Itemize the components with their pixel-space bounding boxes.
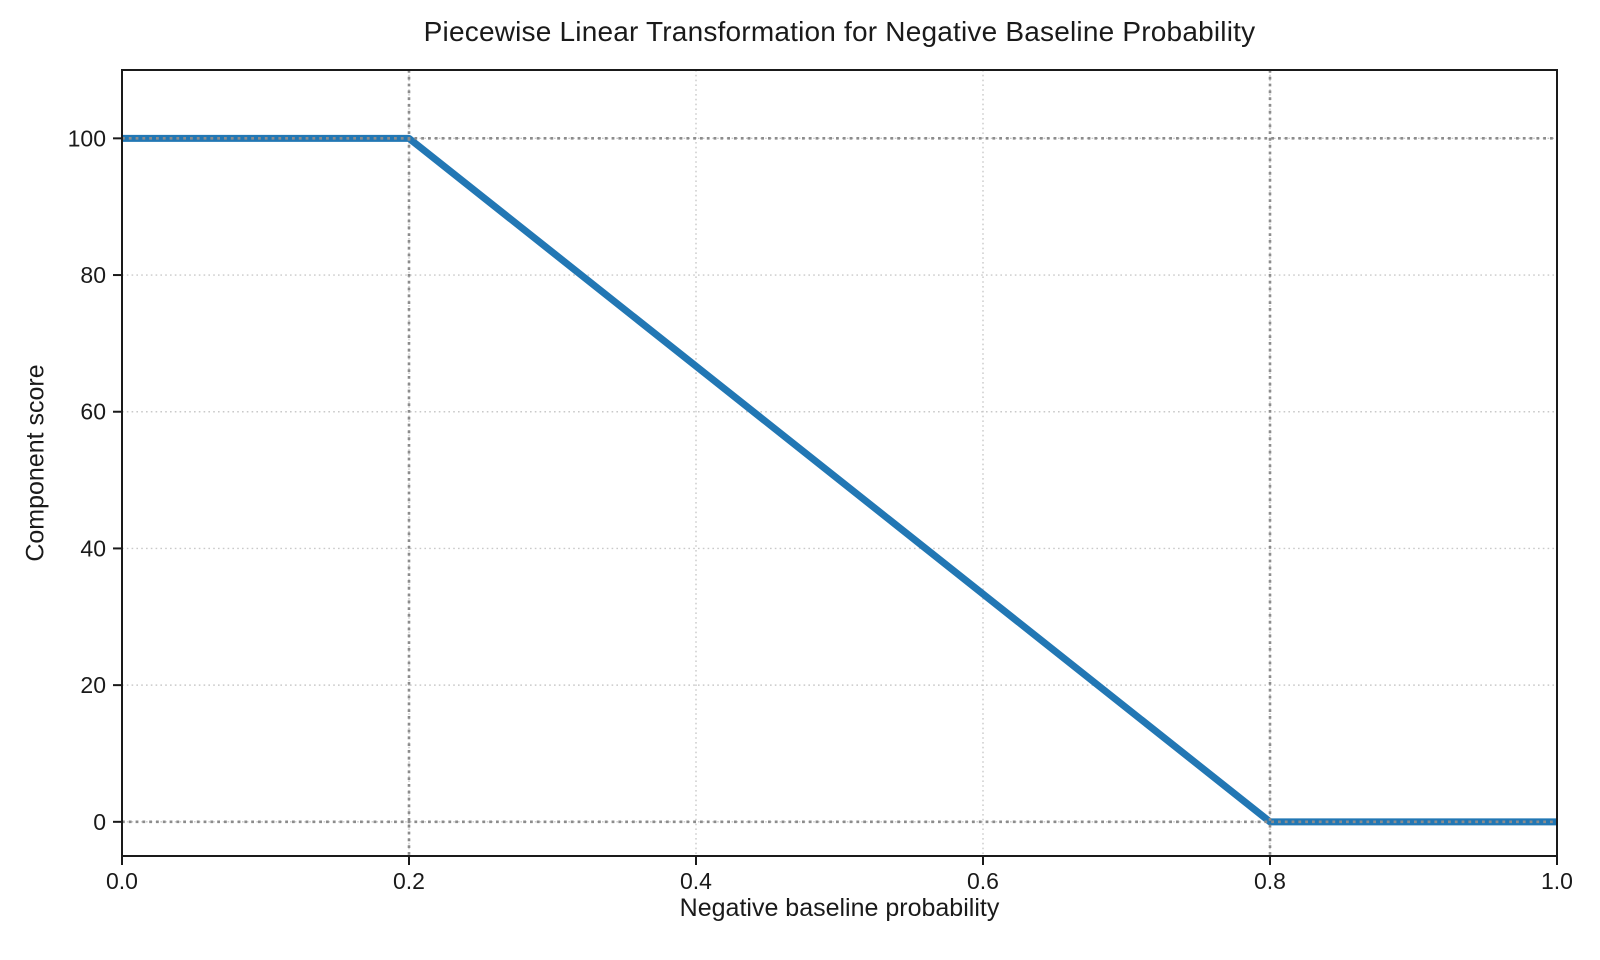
x-tick-label: 0.4: [680, 868, 712, 894]
x-tick-label: 0.2: [393, 868, 425, 894]
series-line: [122, 134, 1557, 826]
y-tick-label: 20: [80, 672, 106, 698]
y-tick-label: 0: [93, 809, 106, 835]
y-axis-label: Component score: [21, 364, 50, 562]
chart-title: Piecewise Linear Transformation for Nega…: [423, 16, 1256, 47]
y-tick-label: 80: [80, 262, 106, 288]
y-tick-label: 60: [80, 399, 106, 425]
y-tick-label: 40: [80, 535, 106, 561]
y-tick-label: 100: [68, 125, 106, 151]
x-tick-label: 0.6: [967, 868, 999, 894]
plot-border: [121, 69, 1558, 857]
x-axis-label: Negative baseline probability: [679, 894, 1000, 922]
x-tick-label: 0.8: [1254, 868, 1286, 894]
x-tick-label: 1.0: [1541, 868, 1573, 894]
x-tick-label: 0.0: [106, 868, 138, 894]
